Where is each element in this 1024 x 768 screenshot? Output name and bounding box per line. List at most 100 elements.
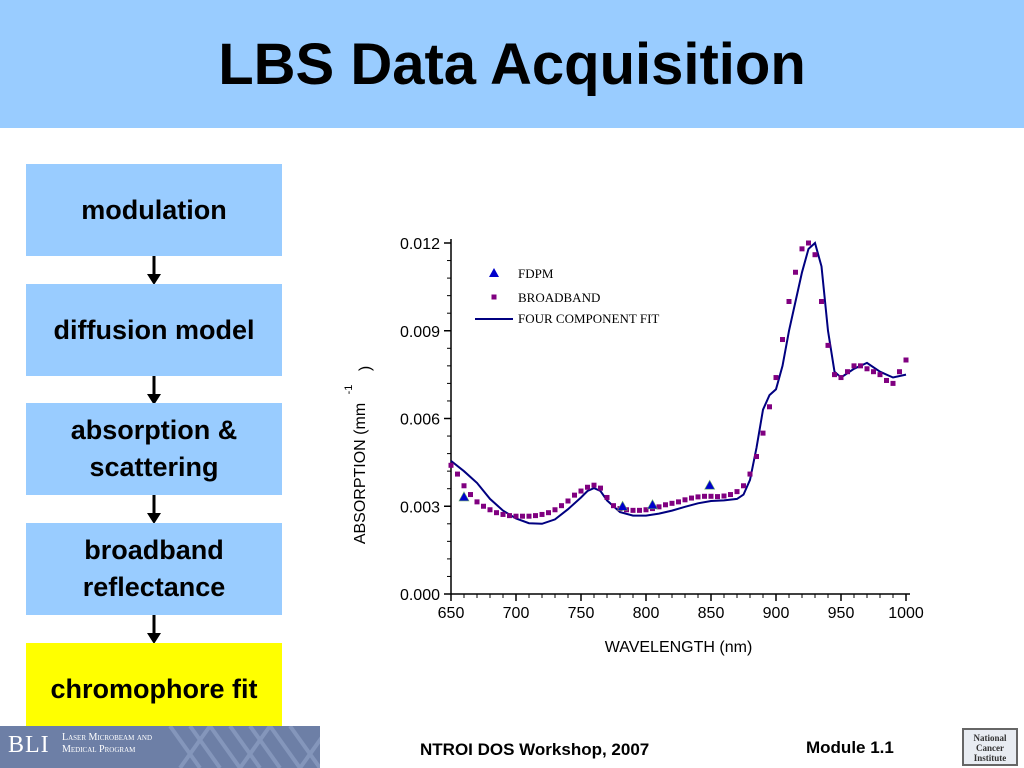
broadband-point [864,366,870,372]
x-tick-label: 950 [828,605,855,622]
broadband-point [669,500,675,506]
legend-broadband-marker [491,294,497,300]
broadband-point [903,357,909,363]
broadband-point [793,269,798,275]
broadband-point [591,482,597,488]
broadband-point [858,363,863,369]
broadband-point [747,471,753,477]
y-axis-label-close: ) [357,366,374,371]
footer-workshop: NTROI DOS Workshop, 2007 [420,740,650,759]
broadband-point [845,369,850,375]
flow-step-chromophore-fit: chromophore fit [26,643,282,735]
broadband-point [786,299,792,304]
broadband-point [741,483,746,489]
fdpm-point [704,479,716,490]
y-tick-label: 0.000 [400,587,440,604]
legend-fit-label: FOUR COMPONENT FIT [518,311,659,326]
flow-step-absorption-scattering: absorption & scattering [26,403,282,495]
broadband-point [734,489,740,495]
broadband-point [552,507,558,513]
absorption-chart: 0.000 0.003 0.006 0.009 0.012 650 700 750 800 850… [343,236,924,656]
broadband-point [494,510,499,516]
broadband-point [513,513,519,519]
flow-step-diffusion-model: diffusion model [26,284,282,376]
broadband-point [819,299,824,304]
flow-arrow-1 [147,256,161,285]
broadband-point [572,492,577,498]
x-tick-label: 850 [698,605,725,622]
logo-pattern [168,726,320,768]
broadband-point [663,502,668,508]
broadband-point [715,494,720,500]
legend-broadband-label: BROADBAND [518,290,600,305]
bli-logo-letters: BLI [8,732,50,758]
broadband-point [507,513,512,519]
footer-module: Module 1.1 [806,738,894,757]
y-tick-label: 0.006 [400,412,440,429]
x-tick-label: 650 [438,605,465,622]
broadband-point [656,504,662,510]
broadband-point [565,498,571,504]
broadband-point [851,363,857,369]
y-tick-label: 0.003 [400,499,440,516]
x-tick-label: 900 [763,605,790,622]
broadband-point [806,240,811,246]
broadband-point [487,507,493,513]
broadband-point [676,499,681,505]
broadband-point [832,372,837,378]
broadband-point [682,497,688,503]
broadband-point [611,503,616,509]
broadband-point [585,484,590,490]
broadband-point [448,462,454,468]
broadband-point [695,494,701,500]
nci-logo: National Cancer Institute [962,728,1018,766]
x-tick-label: 750 [568,605,595,622]
flow-step-modulation: modulation [26,164,282,256]
fit-series-line [450,241,907,525]
fdpm-point [646,499,659,510]
broadband-point [630,507,636,513]
fdpm-point [458,491,470,502]
broadband-point [877,372,883,378]
fdpm-point [617,500,629,511]
flow-arrow-4 [147,615,161,644]
y-tick-label: 0.012 [400,236,440,253]
legend-fdpm-marker [489,268,499,277]
broadband-point [598,485,603,491]
flow-arrow-3 [147,495,161,524]
broadband-point [533,513,538,519]
legend-fdpm-label: FDPM [518,266,554,281]
broadband-point [500,511,506,517]
x-axis-label: WAVELENGTH (nm) [605,639,753,656]
broadband-point [481,503,486,509]
broadband-point [760,430,766,436]
x-tick-label: 700 [503,605,530,622]
broadband-point [546,510,551,516]
broadband-point [637,507,642,513]
broadband-point [825,342,831,348]
broadband-point [455,471,460,477]
broadband-point [520,513,525,519]
y-axis-label: ABSORPTION (mm [352,403,369,544]
broadband-point [773,375,779,381]
broadband-point [461,483,467,489]
broadband-point [604,494,610,500]
broadband-point [890,380,896,386]
broadband-point [884,377,889,383]
bli-logo: BLI Laser Microbeam and Medical Program [0,726,320,768]
broadband-point [468,492,473,498]
y-tick-label: 0.009 [400,324,440,341]
broadband-point [559,503,564,509]
title-bar: LBS Data Acquisition [0,0,1024,128]
broadband-point [767,404,772,410]
slide-title: LBS Data Acquisition [218,31,806,97]
broadband-point [728,492,733,498]
broadband-point [812,252,818,258]
broadband-point [871,369,876,375]
broadband-point [526,513,532,519]
flow-arrow-2 [147,376,161,405]
broadband-point [721,493,727,499]
broadband-point [754,454,759,460]
broadband-point [780,337,785,343]
broadband-point [643,507,649,513]
